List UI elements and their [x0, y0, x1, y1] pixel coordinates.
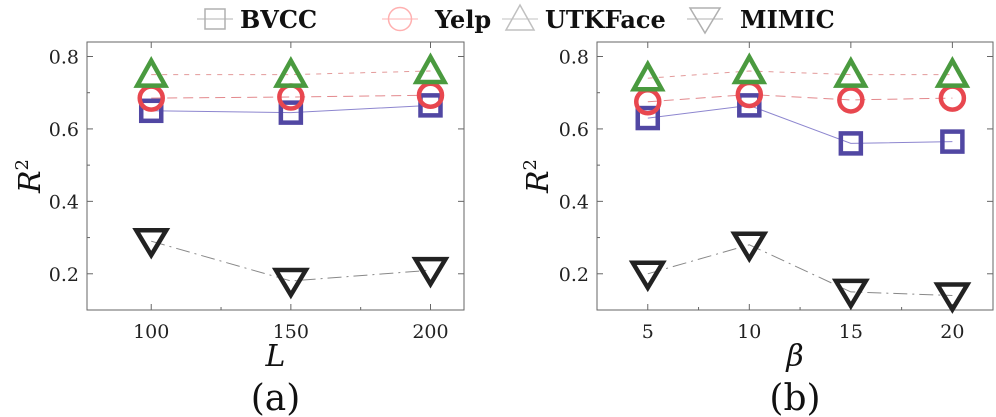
y-axis-title-superscript: 2 — [520, 159, 541, 170]
data-point-bvcc — [138, 98, 164, 124]
x-tick-label: 200 — [412, 321, 448, 343]
legend-marker-bvcc — [204, 8, 226, 30]
series-line-utkface — [647, 70, 953, 79]
y-tick-label: 0.6 — [49, 119, 79, 141]
data-point-utkface — [731, 52, 768, 85]
data-point-utkface — [273, 55, 309, 88]
x-tick-label: 20 — [940, 321, 964, 343]
series-line-utkface — [151, 70, 431, 76]
data-point-mimic — [271, 267, 310, 300]
legend: BVCC Yelp UTKFace MIMIC — [197, 3, 835, 35]
y-axis-title-superscript: 2 — [12, 159, 33, 170]
legend-label-utkface: UTKFace — [545, 5, 666, 34]
y-tick-label: 0.4 — [49, 191, 79, 213]
legend-item-bvcc: BVCC — [197, 5, 317, 34]
y-axis-title: R2 — [520, 159, 556, 194]
data-point-utkface — [629, 59, 666, 92]
legend-item-yelp: Yelp — [382, 5, 491, 34]
data-point-bvcc — [737, 93, 762, 118]
legend-marker-yelp — [387, 6, 413, 32]
x-tick-label: 150 — [273, 321, 309, 343]
legend-label-mimic: MIMIC — [740, 5, 835, 34]
y-tick-label: 0.8 — [559, 46, 589, 68]
legend-item-utkface: UTKFace — [502, 3, 666, 34]
data-point-yelp — [837, 86, 865, 114]
y-tick-label: 0.4 — [559, 191, 589, 213]
data-point-bvcc — [940, 129, 965, 154]
legend-label-bvcc: BVCC — [240, 5, 317, 34]
plot-frame — [86, 41, 465, 311]
y-axis-title: R2 — [12, 159, 48, 194]
x-axis-title: β — [785, 339, 803, 374]
panel-label: (a) — [251, 378, 301, 417]
x-tick-label: 15 — [839, 321, 863, 343]
y-tick-label: 0.2 — [49, 264, 79, 286]
series-line-mimic — [647, 244, 953, 296]
data-point-bvcc — [418, 93, 443, 118]
panel-b: 0.2 0.4 0.6 0.8 5 10 15 20 β R2 (b) — [520, 41, 994, 417]
data-point-bvcc — [278, 100, 304, 125]
data-point-mimic — [411, 256, 450, 289]
data-point-utkface — [934, 55, 971, 88]
legend-marker-utkface — [504, 3, 536, 31]
y-tick-label: 0.6 — [559, 119, 589, 141]
legend-label-yelp: Yelp — [434, 5, 491, 34]
data-point-bvcc — [838, 131, 864, 156]
data-point-mimic — [628, 260, 667, 293]
y-axis-title-main: R — [521, 170, 556, 194]
series-line-bvcc — [151, 104, 431, 114]
data-point-utkface — [133, 55, 170, 88]
data-point-bvcc — [635, 105, 661, 131]
legend-item-mimic: MIMIC — [687, 5, 835, 35]
x-axis-title: L — [265, 339, 286, 374]
plot-frame — [596, 41, 994, 311]
data-point-mimic — [933, 282, 972, 314]
data-point-mimic — [132, 227, 171, 260]
series-line-mimic — [151, 240, 431, 282]
y-tick-label: 0.2 — [559, 264, 589, 286]
y-tick-label: 0.8 — [49, 46, 79, 68]
series-line-yelp — [151, 94, 431, 99]
panel-a: 0.2 0.4 0.6 0.8 100 150 200 L R2 (a) — [12, 41, 465, 417]
series-line-yelp — [647, 93, 953, 103]
legend-marker-mimic — [688, 7, 722, 35]
x-tick-label: 100 — [133, 321, 169, 343]
data-point-utkface — [412, 52, 449, 85]
data-point-mimic — [730, 231, 769, 264]
y-axis-title-main: R — [13, 170, 48, 194]
data-point-mimic — [831, 278, 870, 311]
x-tick-label: 5 — [642, 321, 654, 343]
data-point-utkface — [833, 55, 869, 88]
series-line-bvcc — [647, 104, 953, 144]
x-tick-label: 10 — [737, 321, 761, 343]
panel-label: (b) — [769, 378, 820, 417]
